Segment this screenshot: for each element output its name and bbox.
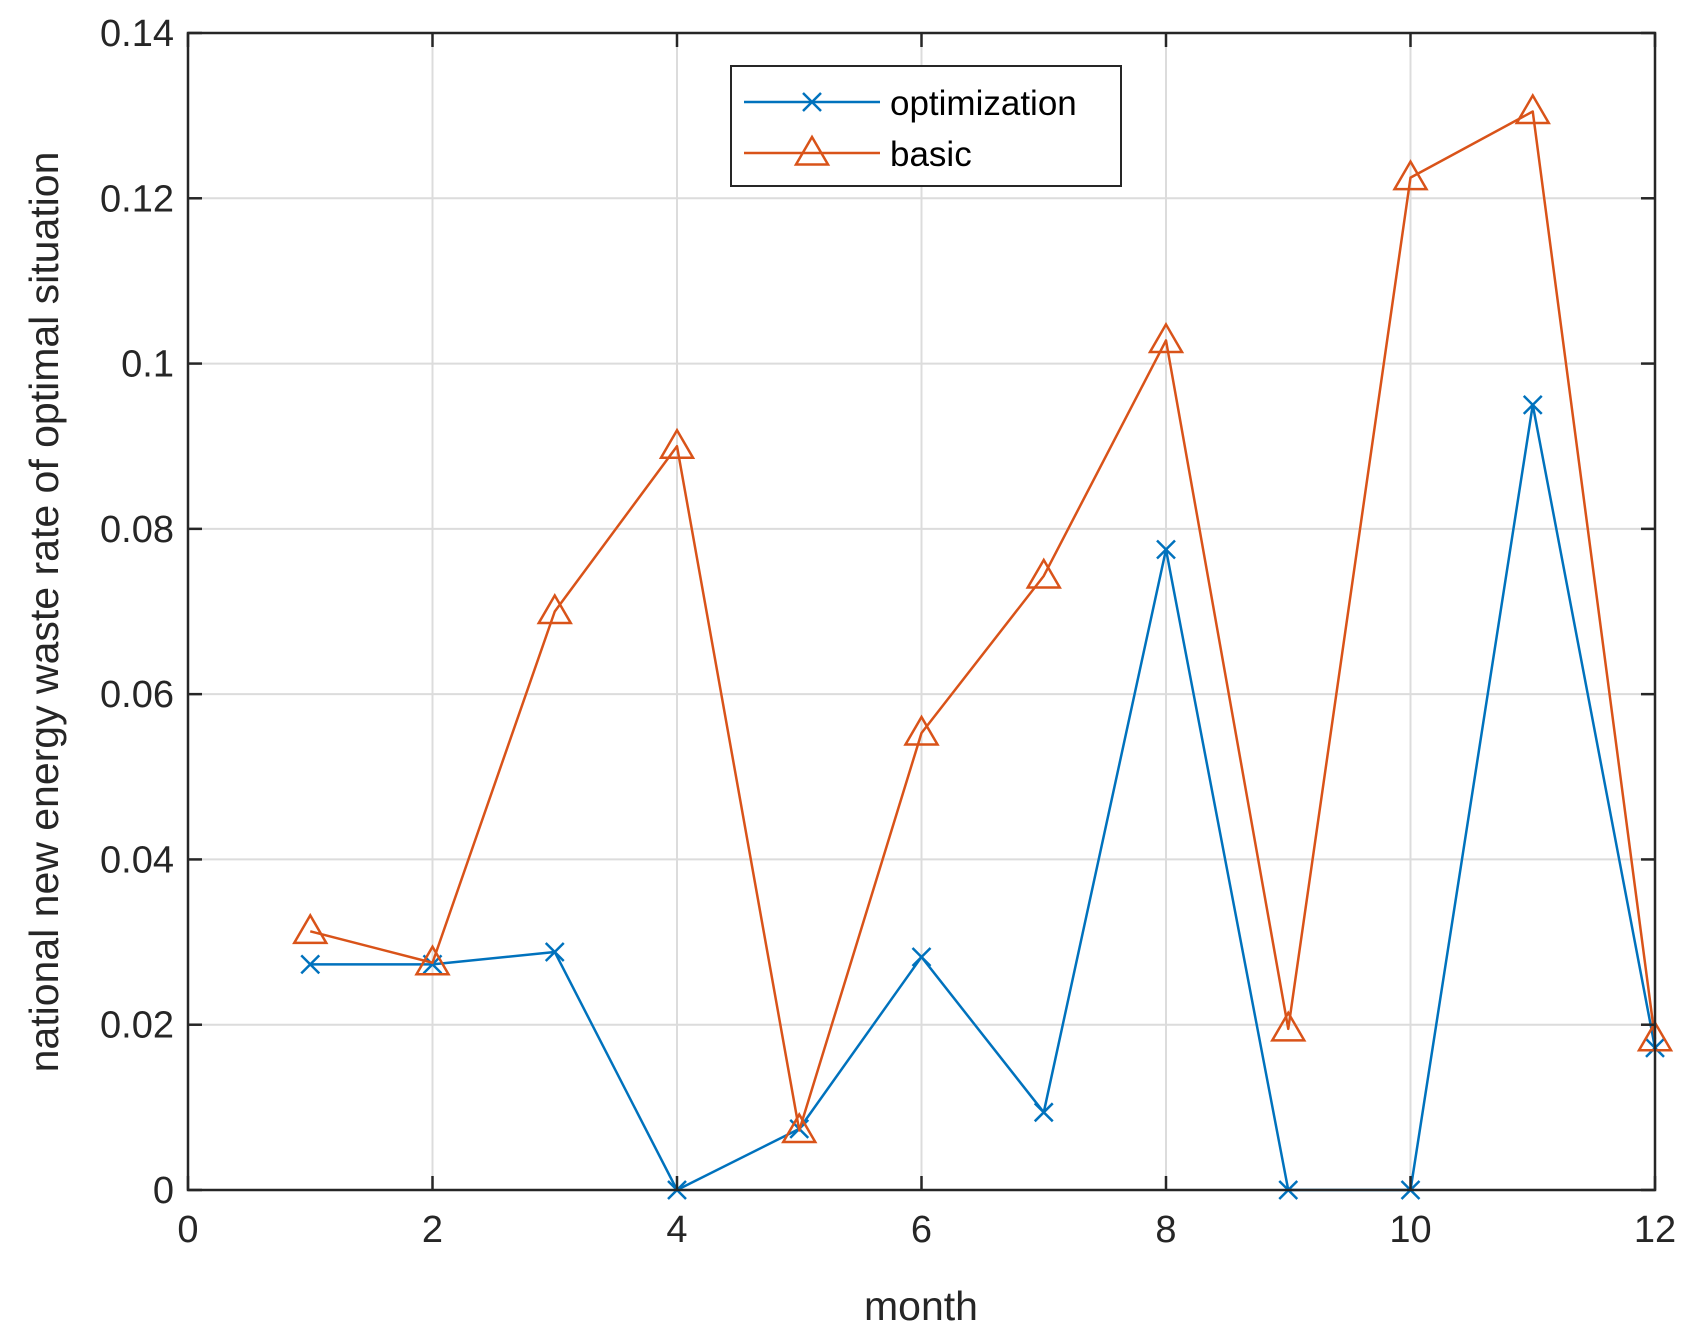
y-tick-label: 0.04 — [100, 839, 174, 881]
data-point-optimization — [911, 947, 932, 967]
legend-marker-optimization — [802, 92, 822, 112]
data-point-basic — [1514, 93, 1551, 125]
x-axis-label: month — [864, 1283, 978, 1329]
x-tick-labels: 0 2 4 6 8 10 12 — [177, 1209, 1676, 1251]
series-line-optimization — [310, 403, 1657, 1192]
data-point-basic — [1025, 557, 1062, 589]
data-point-basic — [903, 714, 940, 746]
data-point-optimization — [1156, 539, 1176, 560]
legend-marker-shape — [793, 134, 831, 166]
x-tick-label: 4 — [666, 1209, 687, 1251]
x-tick-label: 0 — [177, 1209, 198, 1251]
y-tick-label: 0.14 — [100, 13, 174, 55]
x-tick-label: 8 — [1155, 1209, 1176, 1251]
series-basic — [292, 93, 1674, 1144]
data-point-basic — [781, 1112, 818, 1144]
legend-label-optimization: optimization — [890, 84, 1077, 123]
x-tick-label: 2 — [422, 1209, 443, 1251]
x-tick-label: 10 — [1389, 1209, 1431, 1251]
series-layer — [292, 93, 1674, 1200]
legend-marker-basic — [793, 134, 831, 166]
data-point-basic — [292, 912, 329, 945]
legend-marker-shape — [802, 92, 822, 112]
y-tick-label: 0.1 — [121, 344, 174, 386]
legend-box — [730, 65, 1122, 187]
legend-label-basic: basic — [890, 135, 972, 174]
data-point-basic — [1147, 321, 1185, 354]
series-line-basic — [309, 110, 1657, 1132]
legend: optimization basic — [730, 65, 1122, 187]
data-point-basic — [1270, 1010, 1307, 1042]
data-point-optimization — [1522, 395, 1543, 415]
data-point-basic — [1392, 159, 1429, 191]
y-tick-label: 0.06 — [100, 674, 174, 716]
data-point-basic — [658, 427, 696, 459]
data-point-optimization — [300, 954, 321, 975]
y-tick-label: 0.08 — [100, 509, 174, 551]
y-tick-label: 0 — [153, 1170, 174, 1212]
data-point-optimization — [1033, 1102, 1054, 1123]
y-tick-label: 0.12 — [100, 178, 174, 220]
axis-ticks — [186, 31, 1657, 1192]
data-point-basic — [414, 944, 451, 976]
y-tick-label: 0.02 — [100, 1005, 174, 1047]
data-point-basic — [536, 593, 573, 625]
series-optimization — [300, 395, 1665, 1200]
y-tick-labels: 0 0.02 0.04 0.06 0.08 0.1 0.12 0.14 — [100, 13, 174, 1212]
data-point-optimization — [544, 942, 565, 962]
x-tick-label: 6 — [911, 1209, 932, 1251]
y-axis-label: national new energy waste rate of optima… — [21, 152, 67, 1073]
x-tick-label: 12 — [1634, 1209, 1676, 1251]
